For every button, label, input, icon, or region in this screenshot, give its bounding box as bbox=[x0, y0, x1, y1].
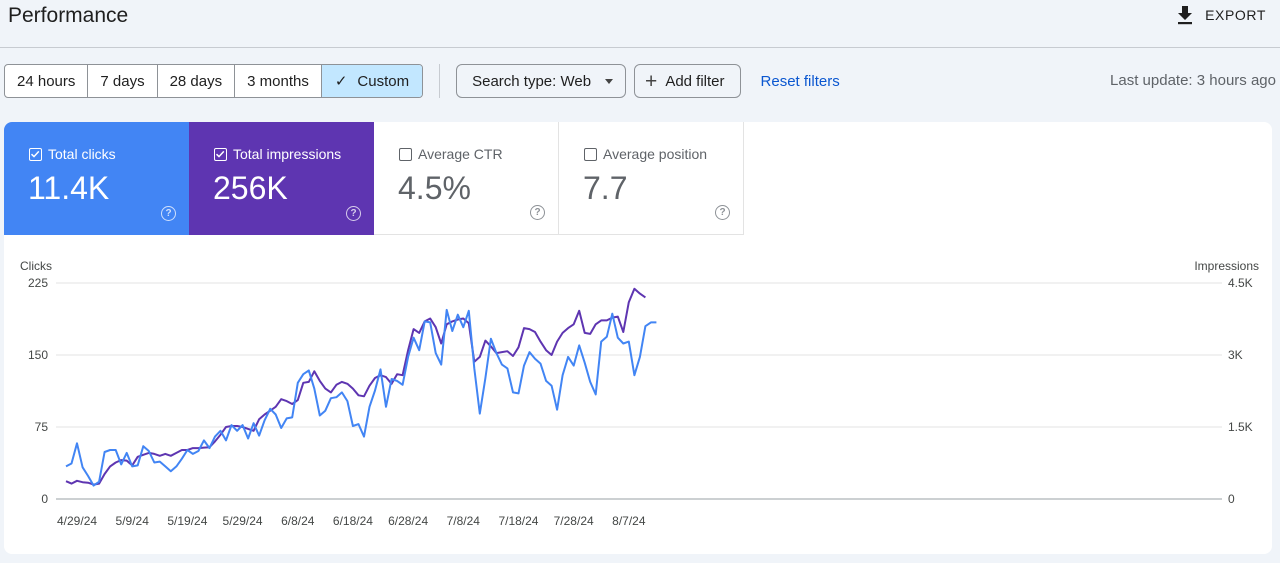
metric-label: Average position bbox=[603, 146, 708, 162]
metric-value: 4.5% bbox=[398, 170, 471, 206]
date-range-label: Custom bbox=[357, 72, 410, 90]
check-icon: ✓ bbox=[334, 73, 348, 90]
checkbox-unchecked[interactable] bbox=[584, 148, 597, 161]
checkbox-unchecked[interactable] bbox=[399, 148, 412, 161]
page-title: Performance bbox=[8, 4, 129, 27]
search-type-dropdown[interactable]: Search type: Web bbox=[456, 64, 627, 98]
performance-card: Total clicks 11.4K ? Total impressions 2… bbox=[4, 122, 1272, 554]
date-range-custom[interactable]: ✓ Custom bbox=[321, 65, 423, 97]
check-icon bbox=[215, 150, 225, 158]
metric-total-impressions[interactable]: Total impressions 256K ? bbox=[189, 122, 374, 235]
metric-label: Total impressions bbox=[233, 146, 342, 162]
filter-toolbar: 24 hours 7 days 28 days 3 months ✓ Custo… bbox=[4, 64, 840, 98]
checkbox-checked[interactable] bbox=[214, 148, 227, 161]
date-range-label: 7 days bbox=[100, 72, 145, 90]
toolbar-divider bbox=[439, 64, 441, 98]
date-range-label: 28 days bbox=[169, 72, 223, 90]
help-icon[interactable]: ? bbox=[715, 205, 730, 220]
add-filter-label: Add filter bbox=[665, 72, 725, 90]
metric-total-clicks[interactable]: Total clicks 11.4K ? bbox=[4, 122, 189, 235]
metric-value: 256K bbox=[213, 170, 288, 206]
export-button[interactable]: EXPORT bbox=[1175, 2, 1266, 28]
checkbox-checked[interactable] bbox=[29, 148, 42, 161]
date-range-28-days[interactable]: 28 days bbox=[158, 65, 236, 97]
metric-label: Total clicks bbox=[48, 146, 116, 162]
export-label: EXPORT bbox=[1205, 7, 1266, 23]
metric-average-ctr[interactable]: Average CTR 4.5% ? bbox=[374, 122, 559, 235]
help-icon[interactable]: ? bbox=[530, 205, 545, 220]
date-range-selector: 24 hours 7 days 28 days 3 months ✓ Custo… bbox=[4, 64, 424, 98]
plus-icon: + bbox=[645, 69, 658, 93]
metric-cards: Total clicks 11.4K ? Total impressions 2… bbox=[4, 122, 744, 235]
help-icon[interactable]: ? bbox=[346, 206, 361, 221]
metric-average-position[interactable]: Average position 7.7 ? bbox=[559, 122, 744, 235]
metric-value: 7.7 bbox=[583, 170, 628, 206]
check-icon bbox=[30, 150, 40, 158]
date-range-label: 24 hours bbox=[17, 72, 76, 90]
add-filter-button[interactable]: + Add filter bbox=[634, 64, 741, 98]
metric-value: 11.4K bbox=[28, 170, 110, 206]
date-range-label: 3 months bbox=[247, 72, 309, 90]
search-type-label: Search type: Web bbox=[472, 72, 592, 90]
date-range-7-days[interactable]: 7 days bbox=[88, 65, 158, 97]
date-range-3-months[interactable]: 3 months bbox=[235, 65, 322, 97]
metric-label: Average CTR bbox=[418, 146, 503, 162]
last-update-text: Last update: 3 hours ago bbox=[1110, 72, 1276, 89]
reset-filters-link[interactable]: Reset filters bbox=[760, 72, 840, 90]
page-header: Performance EXPORT bbox=[0, 0, 1280, 48]
help-icon[interactable]: ? bbox=[161, 206, 176, 221]
download-icon bbox=[1178, 6, 1193, 25]
caret-down-icon bbox=[605, 78, 614, 84]
date-range-24-hours[interactable]: 24 hours bbox=[5, 65, 89, 97]
